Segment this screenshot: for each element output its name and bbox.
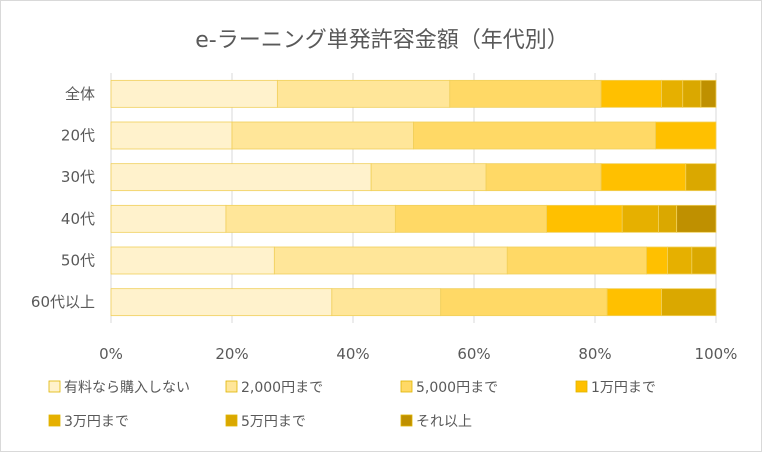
legend-label: それ以上 xyxy=(416,414,472,430)
legend-swatch xyxy=(400,414,413,427)
category-label: 20代 xyxy=(61,127,95,145)
legend-label: 3万円まで xyxy=(64,414,129,430)
legend-swatch xyxy=(575,380,588,393)
bar-segment xyxy=(110,288,333,317)
legend-swatch xyxy=(48,380,61,393)
bar-segment xyxy=(685,163,717,192)
legend-label: 1万円まで xyxy=(591,380,656,396)
legend-label: 5,000円まで xyxy=(416,380,498,396)
bar-segment xyxy=(440,288,608,317)
x-tick-label: 80% xyxy=(578,345,611,363)
bar-segment xyxy=(110,246,275,275)
bar-segment xyxy=(110,163,372,192)
legend-swatch xyxy=(225,380,238,393)
bar-segment xyxy=(485,163,602,192)
bar-segment xyxy=(682,79,702,108)
bar-segment xyxy=(676,204,717,233)
bar-segment xyxy=(667,246,693,275)
bar-segment xyxy=(655,121,717,150)
bar-segment xyxy=(606,288,662,317)
bar-segment xyxy=(449,79,602,108)
bar-segment xyxy=(658,204,678,233)
x-tick-label: 40% xyxy=(336,345,369,363)
bar-segment xyxy=(370,163,487,192)
bar-segment xyxy=(231,121,414,150)
x-tick-labels: 0% 20% 40% 60% 80% 100% xyxy=(99,345,737,363)
category-label: 50代 xyxy=(61,252,95,270)
bar-segment xyxy=(646,246,668,275)
bar-segment xyxy=(394,204,548,233)
bar-segment xyxy=(546,204,623,233)
x-tick-label: 60% xyxy=(457,345,490,363)
bar-segment xyxy=(691,246,717,275)
bar-segment xyxy=(110,121,233,150)
bar-segment xyxy=(331,288,442,317)
bar-segment xyxy=(225,204,396,233)
bar-segment xyxy=(700,79,717,108)
legend-swatch xyxy=(225,414,238,427)
category-label: 40代 xyxy=(61,210,95,228)
legend-label: 有料なら購入しない xyxy=(64,380,190,396)
chart-title: e-ラーニング単発許容金額（年代別） xyxy=(195,28,568,53)
legend-swatch xyxy=(400,380,413,393)
category-labels: 全体 20代 30代 40代 50代 60代以上 xyxy=(31,85,95,311)
gridlines xyxy=(110,73,717,323)
x-tick-label: 100% xyxy=(695,345,738,363)
bar-segment xyxy=(506,246,647,275)
bar-segment xyxy=(621,204,659,233)
bars xyxy=(110,79,717,317)
legend-label: 5万円まで xyxy=(241,414,306,430)
bar-segment xyxy=(600,79,662,108)
x-tick-label: 20% xyxy=(215,345,248,363)
bar-segment xyxy=(661,79,684,108)
category-label: 30代 xyxy=(61,168,95,186)
bar-segment xyxy=(600,163,687,192)
legend: 有料なら購入しない 2,000円まで 5,000円まで 1万円まで 3万円まで 5万円まで… xyxy=(48,380,656,430)
legend-label: 2,000円まで xyxy=(241,380,323,396)
bar-segment xyxy=(661,288,717,317)
bar-segment xyxy=(276,79,451,108)
bar-segment xyxy=(110,204,227,233)
legend-swatch xyxy=(48,414,61,427)
category-label: 60代以上 xyxy=(31,293,95,311)
bar-segment xyxy=(273,246,508,275)
bar-segment xyxy=(413,121,656,150)
category-label: 全体 xyxy=(65,85,95,103)
bar-segment xyxy=(110,79,278,108)
x-tick-label: 0% xyxy=(99,345,123,363)
